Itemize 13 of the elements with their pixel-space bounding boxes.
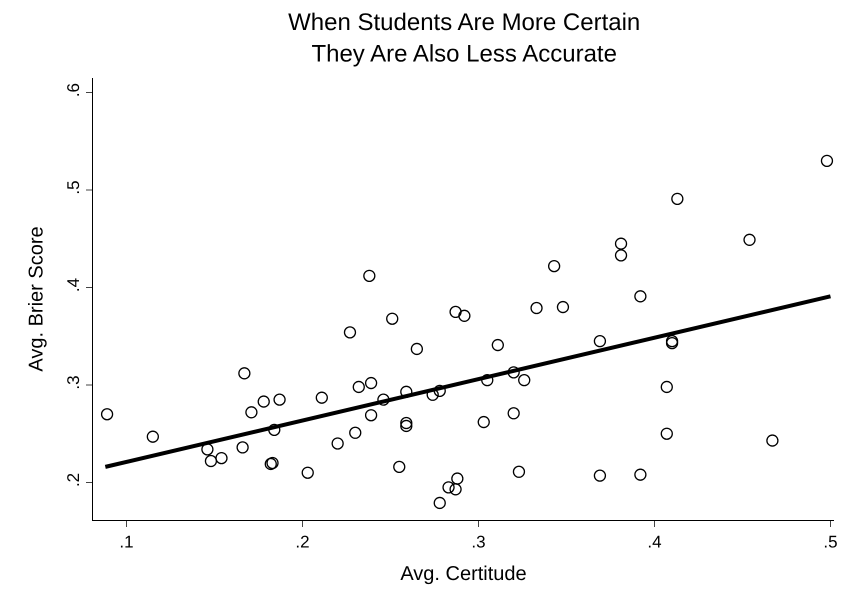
x-tick-label: .2	[295, 532, 310, 552]
x-tick-label: .1	[119, 532, 134, 552]
chart-title: When Students Are More Certain They Are Also Less Accurate	[288, 9, 640, 68]
y-tick-label: .5	[64, 180, 84, 195]
x-tick-label: .4	[647, 532, 662, 552]
y-tick-label: .2	[64, 472, 84, 488]
y-tick-label: .6	[64, 82, 84, 98]
x-axis-title: Avg. Certitude	[400, 562, 527, 585]
y-tick-label: .3	[64, 375, 84, 390]
x-tick-label: .5	[823, 532, 838, 552]
y-tick-label: .4	[64, 278, 84, 292]
x-tick-label: .3	[471, 532, 486, 552]
y-axis-title: Avg. Brier Score	[26, 226, 48, 372]
